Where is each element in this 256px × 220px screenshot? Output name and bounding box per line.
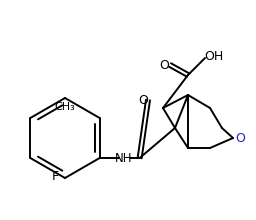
Text: O: O xyxy=(159,59,169,72)
Text: NH: NH xyxy=(115,152,132,165)
Text: CH₃: CH₃ xyxy=(55,102,75,112)
Text: O: O xyxy=(235,132,245,145)
Text: OH: OH xyxy=(204,50,224,62)
Text: F: F xyxy=(51,169,59,183)
Text: O: O xyxy=(138,94,148,106)
